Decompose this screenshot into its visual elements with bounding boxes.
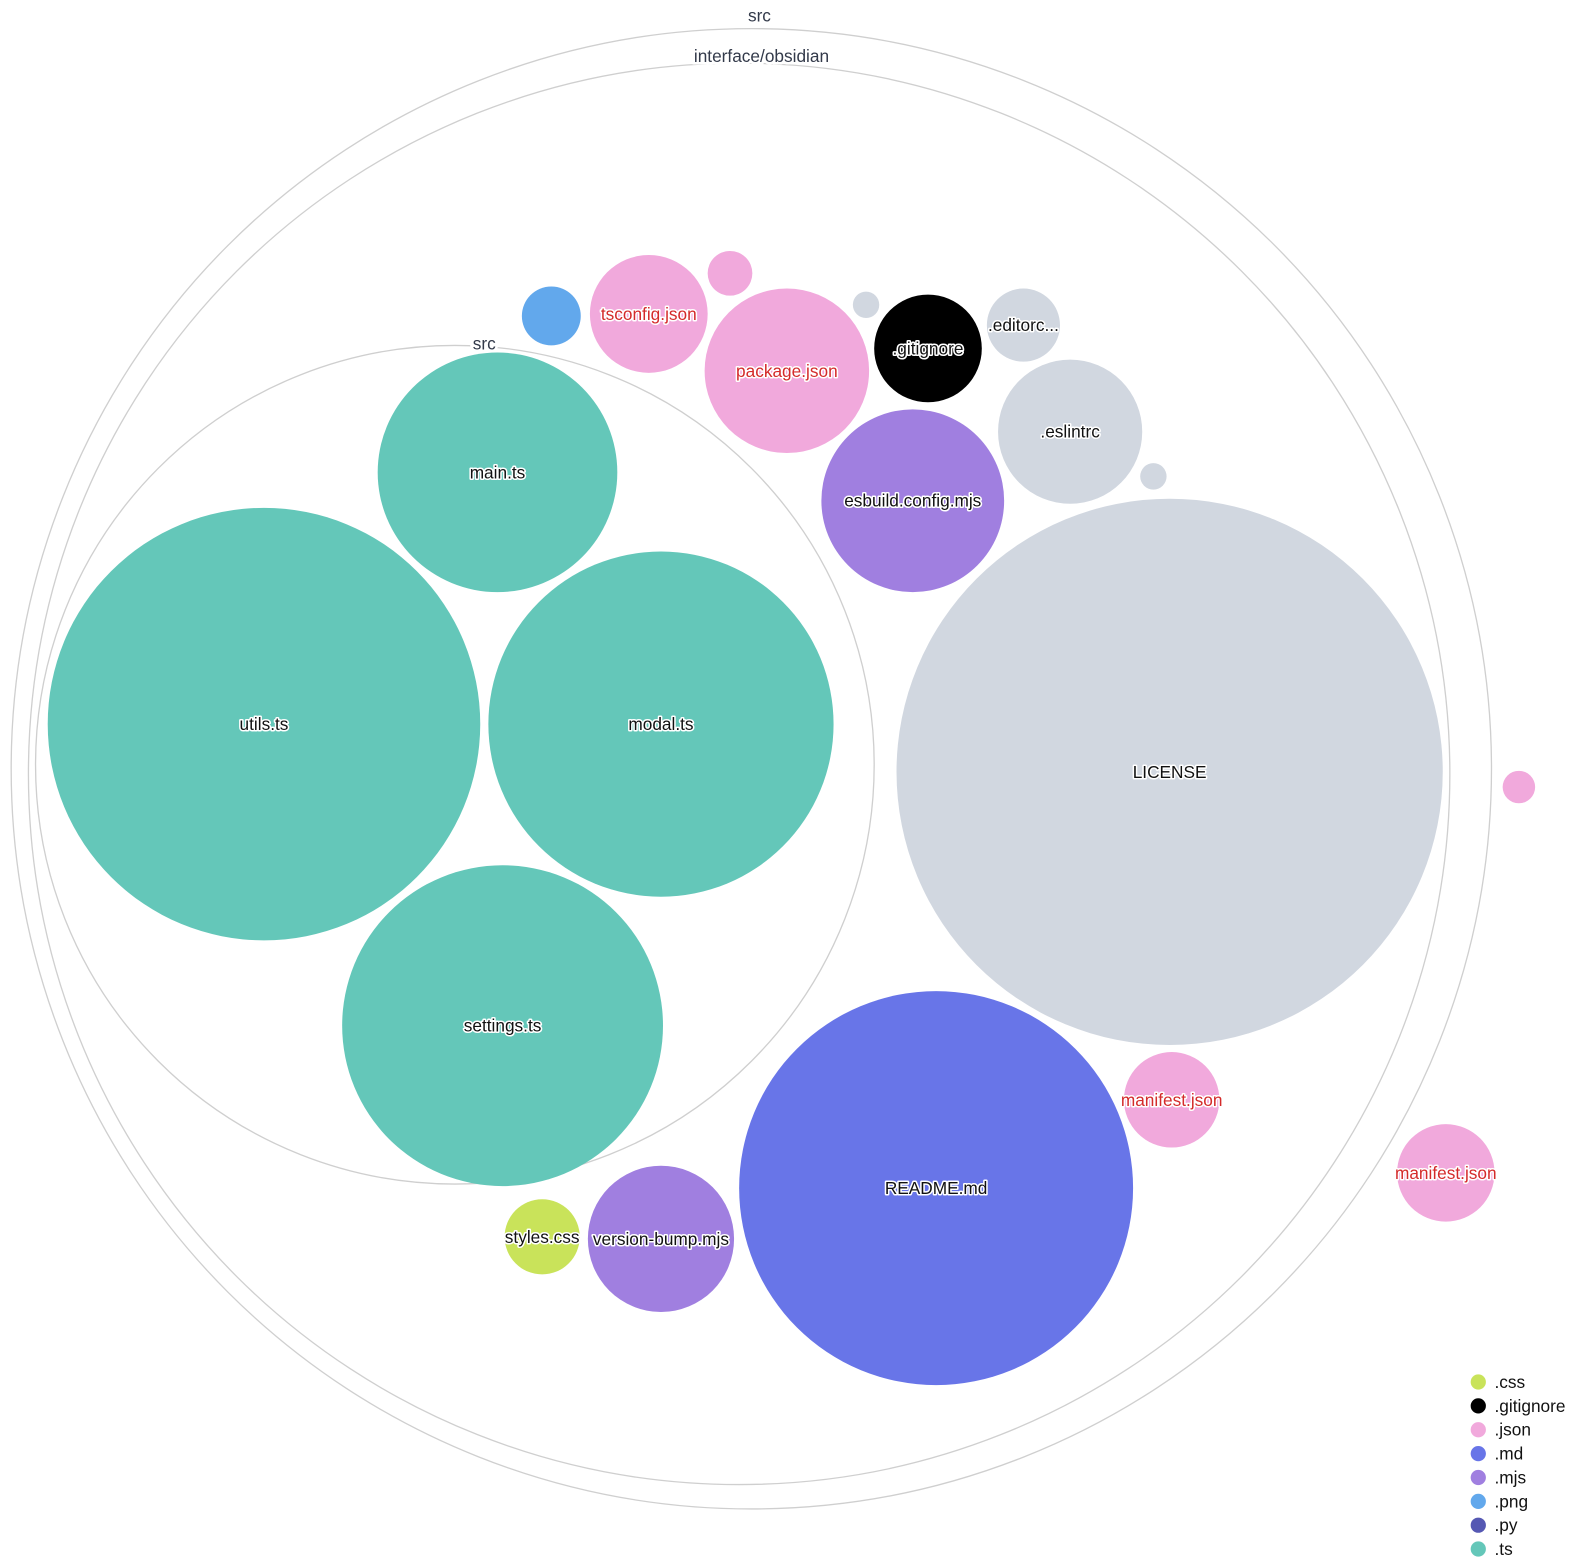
folder-label: src bbox=[473, 333, 496, 353]
legend-swatch bbox=[1470, 1398, 1486, 1414]
file-label: LICENSE bbox=[1133, 762, 1207, 782]
file-label: .editorc... bbox=[988, 315, 1059, 335]
legend-swatch bbox=[1470, 1374, 1486, 1390]
file-label: README.md bbox=[885, 1178, 988, 1198]
legend-label: .gitignore bbox=[1495, 1396, 1566, 1416]
file-circle[interactable] bbox=[707, 250, 753, 296]
file-circle[interactable] bbox=[852, 291, 880, 318]
legend-swatch bbox=[1470, 1517, 1486, 1533]
file-label: manifest.json bbox=[1395, 1163, 1497, 1183]
folder-label: interface/obsidian bbox=[694, 46, 829, 66]
legend-swatch bbox=[1470, 1422, 1486, 1438]
legend-label: .mjs bbox=[1495, 1467, 1527, 1487]
legend-swatch bbox=[1470, 1541, 1486, 1557]
file-label: .eslintrc bbox=[1040, 422, 1100, 442]
file-circle[interactable] bbox=[1140, 463, 1167, 490]
legend-item: .gitignore bbox=[1470, 1396, 1566, 1416]
file-label: main.ts bbox=[470, 462, 526, 482]
file-label: tsconfig.json bbox=[601, 304, 697, 324]
legend: .css .gitignore .json .md .mjs .png .py .ts bbox=[1470, 1372, 1566, 1559]
file-circle[interactable] bbox=[821, 409, 1005, 593]
file-label: utils.ts bbox=[240, 714, 289, 734]
file-circle[interactable] bbox=[998, 359, 1143, 504]
legend-item: .png bbox=[1470, 1491, 1529, 1511]
legend-label: .py bbox=[1495, 1515, 1518, 1535]
file-circle[interactable] bbox=[1123, 1052, 1220, 1148]
file-circle[interactable] bbox=[521, 286, 581, 346]
legend-item: .css bbox=[1470, 1372, 1526, 1392]
legend-item: .py bbox=[1470, 1515, 1518, 1535]
file-circle[interactable] bbox=[342, 865, 663, 1187]
legend-item: .mjs bbox=[1470, 1467, 1527, 1487]
file-label: settings.ts bbox=[464, 1016, 542, 1036]
file-label: version-bump.mjs bbox=[593, 1229, 729, 1249]
legend-label: .json bbox=[1495, 1420, 1531, 1440]
file-circle[interactable] bbox=[377, 352, 618, 593]
file-label: .gitignore bbox=[893, 338, 964, 358]
file-label: manifest.json bbox=[1121, 1090, 1223, 1110]
file-circle[interactable] bbox=[1502, 770, 1536, 804]
file-circle[interactable] bbox=[587, 1165, 735, 1312]
legend-label: .css bbox=[1495, 1372, 1526, 1392]
folder-rings: src interface/obsidian src bbox=[10, 3, 1493, 1510]
file-circle[interactable] bbox=[589, 255, 708, 373]
folder-ring bbox=[10, 27, 1493, 1510]
file-circle[interactable] bbox=[896, 498, 1443, 1045]
file-circle[interactable] bbox=[504, 1199, 580, 1275]
file-circles bbox=[47, 250, 1536, 1386]
file-label: modal.ts bbox=[628, 714, 693, 734]
legend-swatch bbox=[1470, 1445, 1486, 1462]
file-label: styles.css bbox=[505, 1227, 580, 1247]
file-circle[interactable] bbox=[874, 294, 982, 403]
legend-label: .ts bbox=[1495, 1539, 1513, 1559]
legend-item: .ts bbox=[1470, 1539, 1513, 1559]
file-circle[interactable] bbox=[488, 551, 834, 897]
folder-ring bbox=[34, 344, 875, 1185]
file-label: package.json bbox=[736, 361, 838, 381]
legend-swatch bbox=[1470, 1469, 1486, 1486]
folder-label: src bbox=[748, 6, 771, 26]
folder-ring bbox=[27, 62, 1451, 1486]
legend-item: .md bbox=[1470, 1444, 1524, 1464]
file-circle[interactable] bbox=[704, 288, 870, 454]
file-circle[interactable] bbox=[986, 288, 1060, 362]
file-circle[interactable] bbox=[739, 991, 1134, 1386]
file-circle[interactable] bbox=[47, 507, 481, 941]
legend-label: .png bbox=[1495, 1491, 1529, 1511]
file-label: esbuild.config.mjs bbox=[844, 491, 981, 511]
file-labels: main.ts utils.ts modal.ts settings.ts LICENS… bbox=[238, 302, 1498, 1250]
legend-label: .md bbox=[1495, 1444, 1524, 1464]
file-circle[interactable] bbox=[1397, 1124, 1495, 1222]
legend-swatch bbox=[1470, 1493, 1486, 1509]
legend-item: .json bbox=[1470, 1420, 1531, 1440]
